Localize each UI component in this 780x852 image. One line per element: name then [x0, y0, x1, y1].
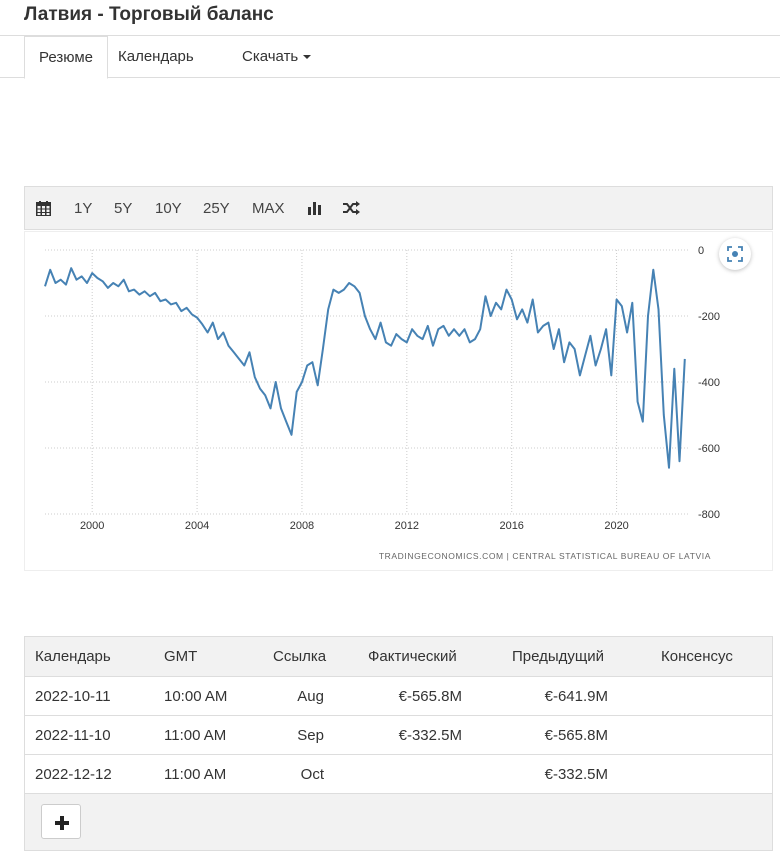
- row-previous: €-641.9M: [544, 688, 608, 705]
- caret-down-icon: [303, 55, 312, 60]
- x-tick-label: 2000: [80, 520, 104, 532]
- y-tick-label: 0: [698, 245, 704, 257]
- range-max-button[interactable]: MAX: [252, 200, 285, 217]
- column-header-actual: Фактический: [368, 648, 457, 665]
- row-previous: €-332.5M: [544, 766, 608, 783]
- row-reference: Sep: [297, 727, 324, 744]
- row-actual: €-332.5M: [398, 727, 462, 744]
- table-row: 2022-12-12 11:00 AM Oct €-332.5M: [25, 755, 772, 794]
- column-header-calendar: Календарь: [35, 648, 111, 665]
- row-time: 11:00 AM: [164, 766, 227, 783]
- row-date: 2022-11-10: [35, 727, 111, 744]
- column-header-reference: Ссылка: [273, 648, 327, 665]
- tab-bar: Резюме Календарь Скачать: [0, 36, 780, 79]
- row-time: 10:00 AM: [164, 688, 228, 705]
- range-25y-button[interactable]: 25Y: [203, 200, 230, 217]
- row-time: 11:00 AM: [164, 727, 227, 744]
- tab-calendar[interactable]: Календарь: [118, 48, 194, 65]
- row-actual: €-565.8M: [398, 688, 462, 705]
- zoom-button[interactable]: [719, 238, 751, 270]
- row-date: 2022-10-11: [35, 688, 111, 705]
- row-reference: Aug: [297, 688, 324, 705]
- y-tick-label: -200: [698, 311, 720, 323]
- range-10y-button[interactable]: 10Y: [155, 200, 182, 217]
- table-header: Календарь GMT Ссылка Фактический Предыду…: [25, 637, 772, 677]
- row-previous: €-565.8M: [544, 727, 608, 744]
- range-1y-button[interactable]: 1Y: [74, 200, 93, 217]
- range-5y-button[interactable]: 5Y: [114, 200, 133, 217]
- bar-chart-icon[interactable]: [307, 201, 322, 220]
- y-tick-label: -800: [698, 509, 720, 521]
- zoom-icon: [727, 246, 743, 262]
- table-footer: [25, 794, 772, 850]
- chart-panel: 0 -200 -400 -600 -800 2000 2004 2008 2012 2016 202…: [24, 231, 773, 571]
- row-date: 2022-12-12: [35, 766, 112, 783]
- y-tick-label: -400: [698, 377, 720, 389]
- column-header-previous: Предыдущий: [512, 648, 605, 665]
- row-reference: Oct: [300, 766, 324, 783]
- x-tick-label: 2004: [185, 520, 209, 532]
- series-line: [44, 267, 686, 469]
- column-header-consensus: Консенсус: [661, 648, 733, 665]
- column-header-gmt: GMT: [164, 648, 198, 665]
- tab-download-label: Скачать: [242, 48, 299, 65]
- chart-toolbar: 1Y 5Y 10Y 25Y MAX: [24, 186, 773, 230]
- page-title: Латвия - Торговый баланс: [24, 4, 274, 25]
- calendar-table: Календарь GMT Ссылка Фактический Предыду…: [24, 636, 773, 851]
- chart-source: TRADINGECONOMICS.COM | CENTRAL STATISTIC…: [379, 551, 711, 561]
- trade-balance-chart: 0 -200 -400 -600 -800 2000 2004 2008 2012 2016 202…: [44, 245, 720, 561]
- tab-summary[interactable]: Резюме: [24, 36, 108, 79]
- title-bar: Латвия - Торговый баланс: [0, 0, 780, 36]
- y-tick-label: -600: [698, 443, 720, 455]
- x-tick-label: 2016: [499, 520, 523, 532]
- x-tick-label: 2020: [604, 520, 628, 532]
- shuffle-icon[interactable]: [343, 201, 361, 220]
- x-tick-label: 2012: [395, 520, 419, 532]
- calendar-icon[interactable]: [36, 201, 51, 221]
- table-row: 2022-10-11 10:00 AM Aug €-565.8M €-641.9…: [25, 677, 772, 716]
- table-row: 2022-11-10 11:00 AM Sep €-332.5M €-565.8…: [25, 716, 772, 755]
- tab-download[interactable]: Скачать: [228, 36, 325, 78]
- add-event-button[interactable]: [41, 804, 81, 839]
- x-tick-label: 2008: [290, 520, 314, 532]
